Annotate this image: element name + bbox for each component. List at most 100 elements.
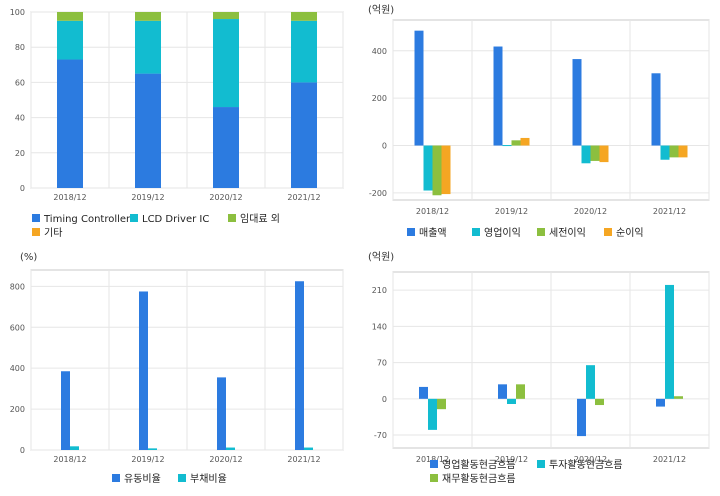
x-tick-label: 2019/12 <box>131 193 164 202</box>
bar-cashflow-s2-c2 <box>595 398 604 406</box>
x-tick-label: 2019/12 <box>131 455 164 464</box>
legend-label: 영업이익 <box>484 226 521 239</box>
legend-label: 영업활동현금흐름 <box>442 458 516 471</box>
x-tick-label: 2021/12 <box>653 207 686 216</box>
legend-swatch <box>112 474 120 482</box>
chart-ratios: 0 200 400 600 800 (%) 2018/12 2019/12 2020/12 202… <box>10 252 344 485</box>
bar-profit-s1-c2 <box>581 145 591 164</box>
legend-swatch <box>472 228 480 236</box>
x-tick-label: 2020/12 <box>574 207 607 216</box>
legend-label: 재무활동현금흐름 <box>442 472 516 485</box>
bar-cashflow-s2-c0 <box>437 398 446 410</box>
legend-swatch <box>407 228 415 236</box>
y-tick-label: 200 <box>10 405 25 414</box>
bar-profit-s2-c2 <box>590 145 600 161</box>
x-tick-label: 2021/12 <box>653 455 686 464</box>
legend-label: 기타 <box>44 227 62 239</box>
bar-profit-s2-c1 <box>511 140 521 146</box>
bar-ratios-s0-c0 <box>61 371 70 450</box>
bar-cashflow-s1-c0 <box>428 398 437 430</box>
y-tick-label: 400 <box>372 47 387 56</box>
y-tick-label: 80 <box>15 43 25 52</box>
x-tick-label: 2020/12 <box>574 455 607 464</box>
y-tick-label: 0 <box>382 395 387 404</box>
chart-profit: -200 0 200 400 (억원) 2018/12 2019/12 2020/12 2021… <box>368 4 710 239</box>
legend-swatch <box>537 228 545 236</box>
bar-cashflow-s0-c0 <box>419 386 428 399</box>
bar-cashflow-s0-c2 <box>577 398 586 437</box>
legend-label: 매출액 <box>419 227 447 239</box>
bar-ratios-s0-c2 <box>217 377 226 450</box>
y-tick-label: 60 <box>15 78 25 87</box>
x-tick-label: 2018/12 <box>416 207 449 216</box>
legend-label: 유동비율 <box>124 473 161 485</box>
bar-ratios-s0-c1 <box>139 291 148 450</box>
bar-ratios-s1-c2 <box>226 447 235 450</box>
bar-sales-mix-s2-c2 <box>213 12 239 20</box>
bar-cashflow-s1-c2 <box>586 365 595 399</box>
bar-sales-mix-s2-c3 <box>291 12 317 21</box>
bar-profit-s3-c1 <box>520 137 530 146</box>
bar-sales-mix-s1-c2 <box>213 19 239 108</box>
x-tick-label: 2019/12 <box>495 455 528 464</box>
bar-profit-s0-c3 <box>651 73 661 146</box>
legend-swatch <box>430 474 438 482</box>
bar-profit-s3-c2 <box>599 145 609 163</box>
bar-profit-s3-c0 <box>441 145 451 195</box>
bar-profit-s1-c3 <box>660 145 670 160</box>
bar-ratios-s1-c3 <box>304 447 313 450</box>
y-axis-unit: (%) <box>20 252 37 263</box>
bar-sales-mix-s1-c3 <box>291 20 317 83</box>
legend-swatch <box>32 228 40 236</box>
y-tick-label: 800 <box>10 282 25 291</box>
bar-sales-mix-s0-c2 <box>213 107 239 188</box>
x-tick-label: 2021/12 <box>287 455 320 464</box>
y-axis-unit: (억원) <box>368 251 394 263</box>
bar-profit-s0-c2 <box>572 59 582 146</box>
bar-sales-mix-s1-c0 <box>57 20 83 60</box>
legend-swatch <box>178 474 186 482</box>
y-tick-label: 600 <box>10 323 25 332</box>
bar-sales-mix-s2-c1 <box>135 12 161 21</box>
y-tick-label: 400 <box>10 364 25 373</box>
bar-sales-mix-s0-c0 <box>57 59 83 188</box>
bar-sales-mix-s2-c0 <box>57 12 83 21</box>
bar-ratios-s1-c1 <box>148 448 157 450</box>
y-tick-label: 20 <box>15 149 25 158</box>
bar-profit-s1-c1 <box>502 145 512 147</box>
y-tick-label: 140 <box>372 322 387 331</box>
bar-sales-mix-s1-c1 <box>135 20 161 74</box>
legend-swatch <box>32 214 40 222</box>
y-tick-label: 0 <box>382 142 387 151</box>
bar-ratios-s0-c3 <box>295 281 304 450</box>
legend-swatch <box>430 460 438 468</box>
bar-profit-s0-c0 <box>414 30 424 146</box>
legend-label: 투자활동현금흐름 <box>549 458 623 471</box>
legend-label: 순이익 <box>616 227 644 239</box>
legend-label: 세전이익 <box>549 227 586 239</box>
y-tick-label: 200 <box>372 94 387 103</box>
x-tick-label: 2018/12 <box>53 455 86 464</box>
y-tick-label: 210 <box>372 286 387 295</box>
bar-profit-s0-c1 <box>493 46 503 146</box>
x-tick-label: 2020/12 <box>209 455 242 464</box>
y-tick-label: 40 <box>15 114 25 123</box>
y-tick-label: -70 <box>374 431 387 440</box>
legend-swatch <box>604 228 612 236</box>
y-tick-label: 70 <box>377 359 387 368</box>
chart-sales-mix: 0 20 40 60 80 100 2018/12 2019/12 2020/12 2021/12… <box>10 8 344 239</box>
legend-swatch <box>537 460 545 468</box>
y-tick-label: 100 <box>10 8 25 17</box>
legend-swatch <box>130 214 138 222</box>
bar-profit-s2-c0 <box>432 145 442 196</box>
bar-cashflow-s1-c1 <box>507 398 516 404</box>
y-tick-label: -200 <box>369 189 387 198</box>
chart-cashflow: -70 0 70 140 210 (억원) 2018/12 2019/12 2020/12 202… <box>368 251 710 485</box>
x-tick-label: 2021/12 <box>287 193 320 202</box>
bar-profit-s2-c3 <box>669 145 679 158</box>
x-tick-label: 2018/12 <box>53 193 86 202</box>
bar-profit-s1-c0 <box>423 145 433 191</box>
legend-label: LCD Driver IC <box>142 214 209 225</box>
bar-sales-mix-s0-c3 <box>291 82 317 188</box>
